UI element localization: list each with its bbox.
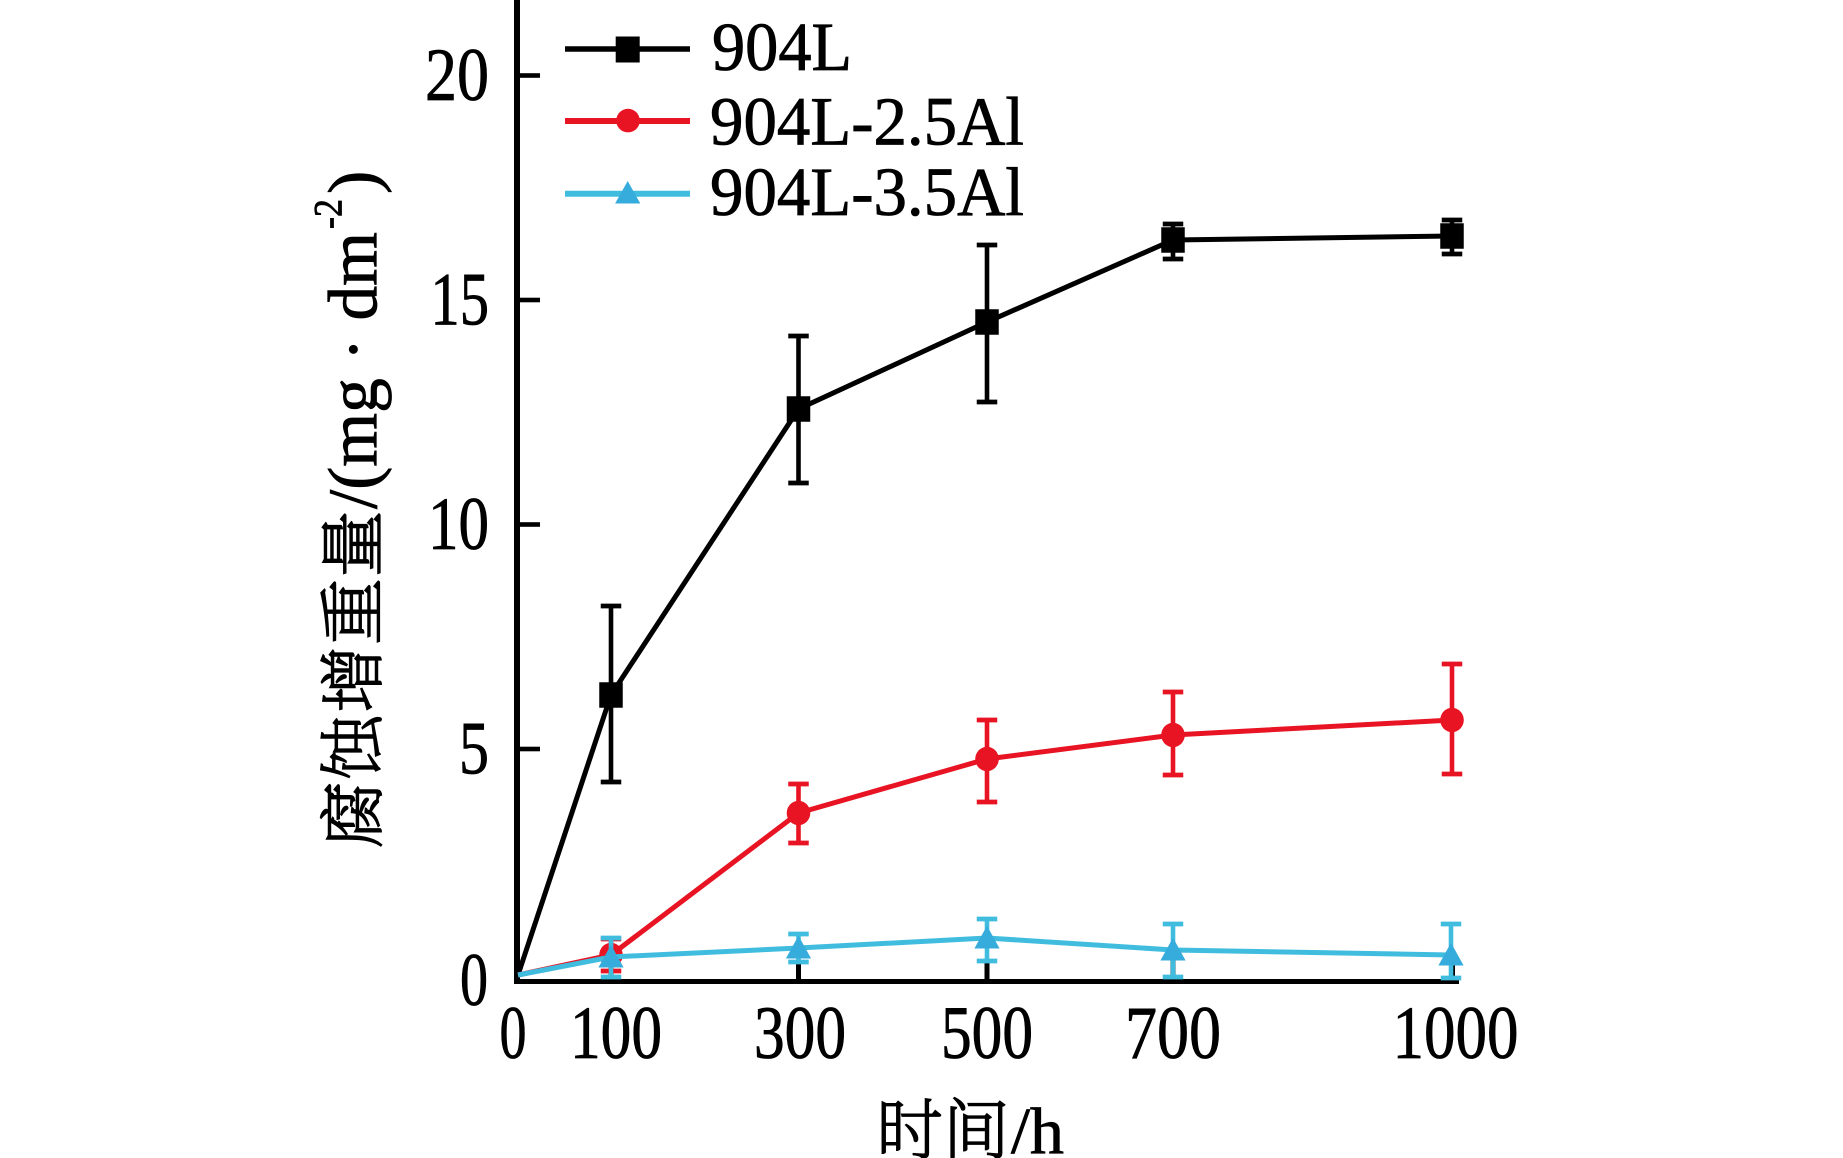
svg-text:100: 100 <box>570 992 662 1075</box>
svg-text:): ) <box>316 171 393 194</box>
svg-text:15: 15 <box>430 259 489 342</box>
svg-text:0: 0 <box>500 992 527 1075</box>
svg-text:904L-2.5Al: 904L-2.5Al <box>710 84 1024 160</box>
svg-text:10: 10 <box>428 483 489 566</box>
svg-text:904L-3.5Al: 904L-3.5Al <box>710 154 1024 230</box>
svg-text:5: 5 <box>459 708 489 791</box>
svg-text:500: 500 <box>941 992 1033 1075</box>
svg-text:300: 300 <box>754 992 846 1075</box>
svg-text:0: 0 <box>460 939 488 1022</box>
svg-text:-2: -2 <box>306 199 351 229</box>
svg-text:/(mg · dm: /(mg · dm <box>316 232 393 509</box>
svg-text:904L: 904L <box>712 9 852 85</box>
svg-text:700: 700 <box>1125 992 1221 1075</box>
svg-text:1000: 1000 <box>1393 992 1519 1075</box>
svg-text:20: 20 <box>425 34 489 117</box>
svg-text:/h: /h <box>1011 1095 1064 1158</box>
